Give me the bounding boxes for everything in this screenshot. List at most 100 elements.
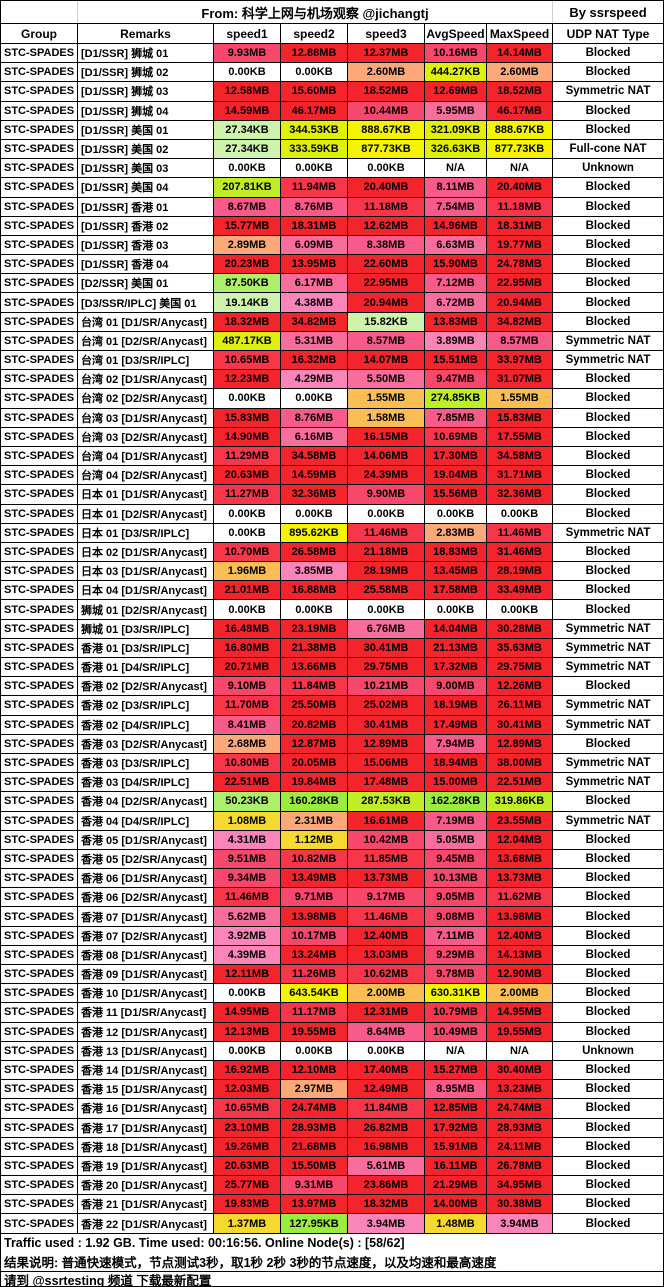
avgspeed-cell: 444.27KB	[425, 63, 487, 82]
maxspeed-cell: 11.62MB	[487, 888, 553, 907]
avgspeed-cell: 6.63MB	[425, 235, 487, 255]
maxspeed-cell: 24.78MB	[487, 255, 553, 274]
speed2-cell: 24.74MB	[281, 1099, 348, 1118]
speed2-cell: 11.26MB	[281, 965, 348, 984]
speed1-cell: 12.03MB	[214, 1080, 281, 1099]
speed1-cell: 27.34KB	[214, 120, 281, 139]
maxspeed-cell: 13.98MB	[487, 907, 553, 926]
nat-type-cell: Blocked	[585, 603, 631, 616]
speed3-cell: 10.21MB	[348, 677, 425, 696]
speed3-cell: 888.67KB	[348, 120, 425, 139]
remarks-cell: 香港 02 [D3/SR/IPLC]	[78, 696, 214, 715]
speed2-cell: 11.17MB	[281, 1003, 348, 1022]
group-cell: STC-SPADES	[1, 907, 78, 926]
remarks-cell: 香港 16 [D1/SR/Anycast]	[78, 1099, 214, 1118]
nat-type-cell: Blocked	[585, 450, 631, 463]
speed1-cell: 10.80MB	[214, 753, 281, 773]
table-row: STC-SPADES 台湾 03 [D1/SR/Anycast] 15.83MB 8.…	[1, 408, 663, 428]
remarks-cell: 香港 07 [D2/SR/Anycast]	[78, 926, 214, 945]
speed1-cell: 11.29MB	[214, 446, 281, 466]
speed2-cell: 333.59KB	[281, 139, 348, 159]
avgspeed-cell: 630.31KB	[425, 984, 487, 1003]
group-cell: STC-SPADES	[1, 178, 78, 197]
speed1-cell: 0.00KB	[214, 389, 281, 408]
maxspeed-cell: 877.73KB	[487, 139, 553, 159]
table-row: STC-SPADES [D1/SSR] 香港 02 15.77MB 18.31MB 12…	[1, 216, 663, 236]
speed2-cell: 127.95KB	[281, 1214, 348, 1233]
table-row: STC-SPADES 香港 04 [D2/SR/Anycast] 50.23KB 16…	[1, 792, 663, 812]
avgspeed-cell: N/A	[425, 159, 487, 178]
table-row: STC-SPADES 台湾 01 [D3/SR/IPLC] 10.65MB 16.32…	[1, 351, 663, 371]
table-row: STC-SPADES 台湾 04 [D2/SR/Anycast] 20.63MB 14…	[1, 466, 663, 486]
speed1-cell: 21.01MB	[214, 581, 281, 600]
speed3-cell: 13.03MB	[348, 945, 425, 964]
speed3-cell: 23.86MB	[348, 1176, 425, 1195]
remarks-cell: 香港 02 [D4/SR/IPLC]	[78, 715, 214, 734]
maxspeed-cell: N/A	[487, 1041, 553, 1060]
avgspeed-cell: 7.11MB	[425, 926, 487, 945]
speed1-cell: 0.00KB	[214, 1041, 281, 1060]
group-cell: STC-SPADES	[1, 1099, 78, 1118]
group-cell: STC-SPADES	[1, 581, 78, 600]
speed2-cell: 12.88MB	[281, 44, 348, 63]
title-row: From: 科学上网与机场观察 @jichangtj By ssrspeed	[1, 1, 663, 24]
group-cell: STC-SPADES	[1, 216, 78, 235]
speed2-cell: 25.50MB	[281, 696, 348, 715]
nat-type-cell: Blocked	[585, 1083, 631, 1096]
maxspeed-cell: 12.26MB	[487, 677, 553, 696]
maxspeed-cell: 14.14MB	[487, 44, 553, 63]
group-cell: STC-SPADES	[1, 82, 78, 101]
maxspeed-cell: 31.46MB	[487, 542, 553, 562]
speed3-cell: 15.82KB	[348, 312, 425, 331]
speed1-cell: 487.17KB	[214, 331, 281, 350]
table-row: STC-SPADES [D1/SSR] 美国 02 27.34KB 333.59KB 8…	[1, 139, 663, 160]
speed2-cell: 2.31MB	[281, 811, 348, 830]
speed1-cell: 22.51MB	[214, 773, 281, 792]
remarks-cell: 香港 06 [D2/SR/Anycast]	[78, 888, 214, 907]
group-cell: STC-SPADES	[1, 1041, 78, 1060]
speed1-cell: 11.27MB	[214, 485, 281, 504]
group-cell: STC-SPADES	[1, 274, 78, 293]
group-cell: STC-SPADES	[1, 830, 78, 849]
table-row: STC-SPADES [D1/SSR] 狮城 04 14.59MB 46.17MB 10…	[1, 101, 663, 121]
table-body: STC-SPADES [D1/SSR] 狮城 01 9.93MB 12.88MB 12.…	[1, 44, 663, 1234]
group-cell: STC-SPADES	[1, 562, 78, 581]
avgspeed-cell: 7.19MB	[425, 811, 487, 830]
speed3-cell: 20.40MB	[348, 178, 425, 197]
speed2-cell: 4.38MB	[281, 293, 348, 312]
avgspeed-cell: 14.00MB	[425, 1195, 487, 1214]
nat-type-cell: Blocked	[585, 1121, 631, 1134]
speed1-cell: 10.65MB	[214, 351, 281, 370]
group-cell: STC-SPADES	[1, 600, 78, 619]
remarks-cell: [D1/SSR] 狮城 02	[78, 63, 214, 82]
remarks-cell: [D1/SSR] 美国 04	[78, 178, 214, 197]
maxspeed-cell: 0.00KB	[487, 504, 553, 523]
maxspeed-cell: N/A	[487, 159, 553, 178]
speed1-cell: 16.80MB	[214, 638, 281, 657]
maxspeed-cell: 35.63MB	[487, 638, 553, 657]
group-cell: STC-SPADES	[1, 331, 78, 350]
nat-type-cell: Blocked	[585, 1102, 631, 1115]
group-cell: STC-SPADES	[1, 638, 78, 657]
group-cell: STC-SPADES	[1, 427, 78, 446]
nat-type-cell: Blocked	[585, 392, 631, 405]
table-row: STC-SPADES 香港 14 [D1/SR/Anycast] 16.92MB 12…	[1, 1060, 663, 1081]
group-cell: STC-SPADES	[1, 1118, 78, 1137]
group-cell: STC-SPADES	[1, 370, 78, 389]
group-cell: STC-SPADES	[1, 485, 78, 504]
speed2-cell: 9.31MB	[281, 1176, 348, 1195]
avgspeed-cell: 21.13MB	[425, 638, 487, 657]
speed3-cell: 9.17MB	[348, 888, 425, 907]
speed2-cell: 2.97MB	[281, 1080, 348, 1099]
table-row: STC-SPADES 台湾 01 [D1/SR/Anycast] 18.32MB 34…	[1, 312, 663, 332]
speed1-cell: 20.71MB	[214, 658, 281, 677]
maxspeed-cell: 30.40MB	[487, 1060, 553, 1080]
speed1-cell: 19.14KB	[214, 293, 281, 312]
remarks-cell: [D1/SSR] 狮城 01	[78, 44, 214, 63]
table-row: STC-SPADES 香港 12 [D1/SR/Anycast] 12.13MB 19…	[1, 1022, 663, 1042]
table-row: STC-SPADES 台湾 02 [D2/SR/Anycast] 0.00KB 0.0…	[1, 389, 663, 409]
result-note: 结果说明: 普通快速模式，节点测试3秒，取1秒 2秒 3秒的节点速度，以及均速和…	[4, 1256, 497, 1271]
avgspeed-cell: 326.63KB	[425, 139, 487, 159]
table-row: STC-SPADES 台湾 02 [D1/SR/Anycast] 12.23MB 4.…	[1, 370, 663, 390]
group-cell: STC-SPADES	[1, 44, 78, 63]
